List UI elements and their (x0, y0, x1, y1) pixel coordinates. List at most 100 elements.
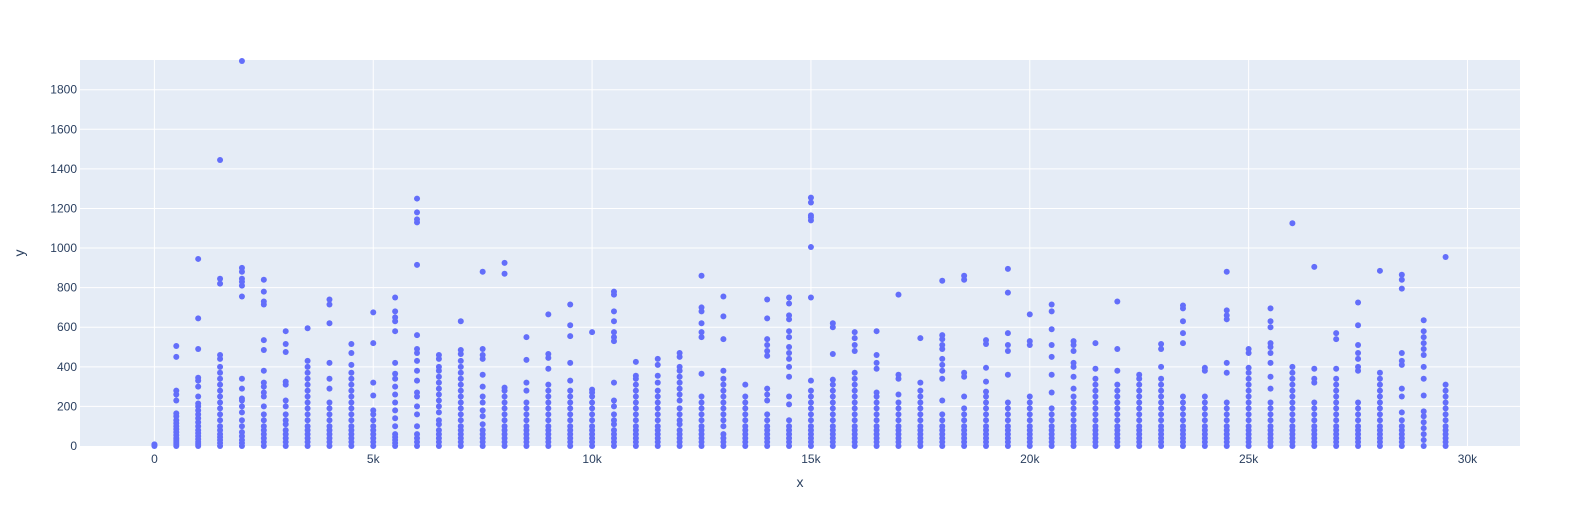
data-point (873, 328, 880, 335)
data-point (851, 423, 858, 430)
data-point (326, 399, 333, 406)
data-point (589, 411, 596, 418)
data-point (479, 383, 486, 390)
data-point (698, 405, 705, 412)
data-point (523, 356, 530, 363)
data-point (260, 346, 267, 353)
data-point (829, 393, 836, 400)
data-point (742, 381, 749, 388)
data-point (392, 415, 399, 422)
data-point (1070, 411, 1077, 418)
data-point (917, 393, 924, 400)
data-point (1333, 387, 1340, 394)
data-point (1398, 417, 1405, 424)
data-point (1442, 381, 1449, 388)
data-point (457, 357, 464, 364)
data-point (217, 405, 224, 412)
data-point (414, 423, 421, 430)
data-point (1114, 387, 1121, 394)
data-point (1048, 405, 1055, 412)
data-point (195, 346, 202, 353)
data-point (217, 351, 224, 358)
data-point (457, 363, 464, 370)
data-point (1004, 405, 1011, 412)
data-point (238, 385, 245, 392)
data-point (238, 417, 245, 424)
data-point (370, 309, 377, 316)
data-point (479, 346, 486, 353)
data-point (567, 322, 574, 329)
data-point (501, 270, 508, 277)
data-point (435, 397, 442, 404)
data-point (764, 417, 771, 424)
data-point (698, 329, 705, 336)
data-point (1179, 340, 1186, 347)
data-point (545, 311, 552, 318)
data-point (1311, 399, 1318, 406)
data-point (392, 314, 399, 321)
data-point (348, 369, 355, 376)
data-point (348, 341, 355, 348)
data-point (742, 399, 749, 406)
y-tick-label: 1800 (50, 83, 77, 97)
data-point (589, 386, 596, 393)
data-point (1048, 389, 1055, 396)
data-point (1158, 346, 1165, 353)
data-point (1267, 305, 1274, 312)
data-point (807, 405, 814, 412)
data-point (435, 363, 442, 370)
data-point (1267, 324, 1274, 331)
data-point (217, 280, 224, 287)
data-point (720, 399, 727, 406)
data-point (1092, 340, 1099, 347)
data-point (414, 367, 421, 374)
data-point (1223, 417, 1230, 424)
data-point (720, 293, 727, 300)
data-point (961, 417, 968, 424)
data-point (195, 374, 202, 381)
data-point (1311, 365, 1318, 372)
data-point (851, 381, 858, 388)
data-point (370, 407, 377, 414)
data-point (1398, 423, 1405, 430)
data-point (1026, 417, 1033, 424)
data-point (501, 393, 508, 400)
data-point (786, 393, 793, 400)
data-point (1048, 308, 1055, 315)
data-point (1398, 357, 1405, 364)
data-point (1004, 342, 1011, 349)
data-point (1267, 399, 1274, 406)
data-point (720, 423, 727, 430)
data-point (326, 320, 333, 327)
data-point (1420, 443, 1427, 449)
data-point (1048, 326, 1055, 333)
data-point (807, 393, 814, 400)
data-point (632, 399, 639, 406)
data-point (1158, 375, 1165, 382)
data-point (1376, 417, 1383, 424)
data-point (326, 301, 333, 308)
x-tick-label: 15k (801, 452, 821, 466)
data-point (348, 393, 355, 400)
data-point (632, 405, 639, 412)
data-point (1070, 373, 1077, 380)
data-point (1355, 322, 1362, 329)
data-point (1245, 375, 1252, 382)
data-point (786, 294, 793, 301)
data-point (851, 335, 858, 342)
data-point (807, 417, 814, 424)
data-point (501, 411, 508, 418)
data-point (720, 411, 727, 418)
data-point (983, 378, 990, 385)
data-point (1420, 340, 1427, 347)
data-point (523, 405, 530, 412)
data-point (1289, 363, 1296, 370)
data-point (983, 423, 990, 430)
data-point (238, 275, 245, 282)
data-point (786, 355, 793, 362)
data-point (742, 405, 749, 412)
data-point (720, 393, 727, 400)
data-point (567, 333, 574, 340)
data-point (545, 417, 552, 424)
data-point (501, 417, 508, 424)
